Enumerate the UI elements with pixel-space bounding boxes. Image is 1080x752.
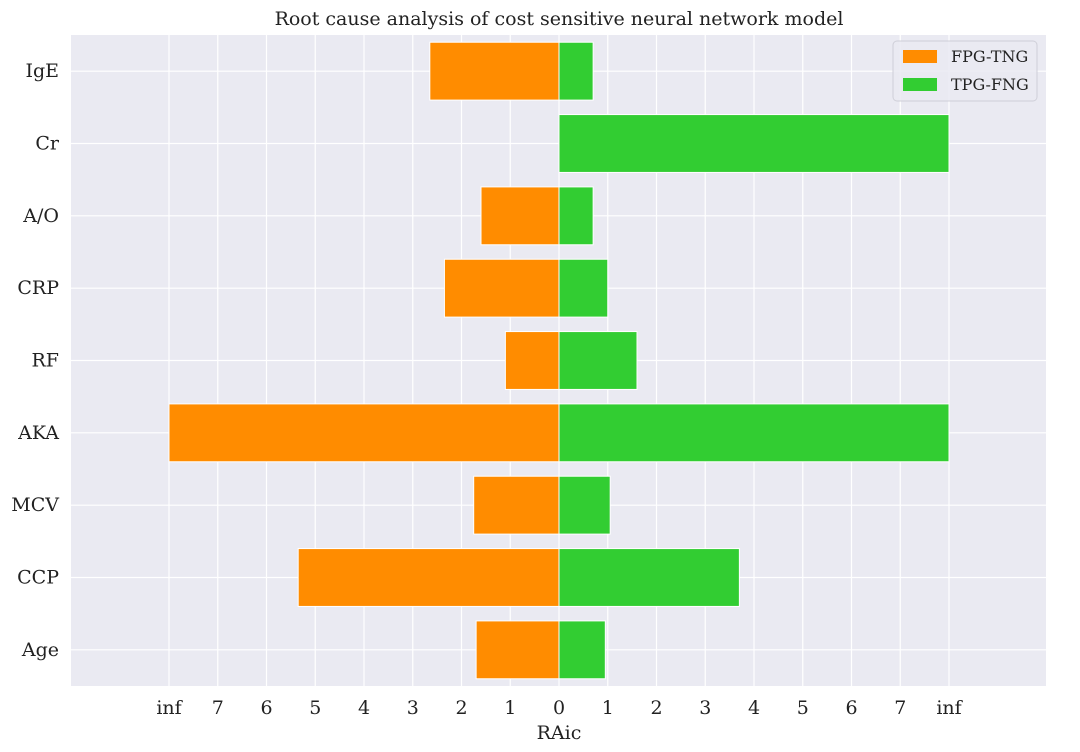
legend-label-tpg-fng: TPG-FNG xyxy=(951,75,1029,94)
bar-fpg-tng-ccp xyxy=(297,548,560,607)
x-tick-label: 1 xyxy=(602,697,614,719)
bar-fpg-tng-a-o xyxy=(480,186,560,246)
y-tick-label: A/O xyxy=(22,205,59,227)
legend-swatch-fpg-tng xyxy=(903,50,937,63)
bar-fpg-tng-aka xyxy=(168,403,560,463)
y-tick-labels: IgE Cr A/O CRP RF AKA MCV CCP Age xyxy=(11,60,60,661)
x-tick-label: 1 xyxy=(504,697,516,719)
x-tick-label: 3 xyxy=(699,697,711,719)
bar-tpg-fng-mcv xyxy=(558,475,611,535)
x-tick-labels: inf 7 6 5 4 3 2 1 0 1 2 3 4 5 6 7 inf xyxy=(156,697,963,719)
x-tick-label: inf xyxy=(156,697,183,719)
bar-fpg-tng-crp xyxy=(443,258,560,318)
bar-tpg-fng-rf xyxy=(558,331,638,390)
y-tick-label: IgE xyxy=(25,60,59,82)
x-tick-label: 7 xyxy=(212,697,224,719)
x-tick-label: 5 xyxy=(309,697,321,719)
x-tick-label: 7 xyxy=(894,697,906,719)
bar-tpg-fng-aka xyxy=(558,403,950,463)
bar-tpg-fng-cr xyxy=(558,114,950,173)
y-tick-label: RF xyxy=(32,350,60,372)
x-axis-label: RAic xyxy=(537,722,582,744)
x-tick-label: 4 xyxy=(748,697,760,719)
y-tick-label: Cr xyxy=(35,133,60,155)
bars xyxy=(168,41,950,680)
bar-fpg-tng-ige xyxy=(429,41,560,101)
x-tick-label: 0 xyxy=(553,697,565,719)
legend-swatch-tpg-fng xyxy=(903,78,937,91)
x-tick-label: 2 xyxy=(650,697,662,719)
bar-tpg-fng-ige xyxy=(558,41,594,101)
x-tick-label: 3 xyxy=(407,697,419,719)
x-tick-label: 6 xyxy=(845,697,857,719)
y-tick-label: Age xyxy=(21,639,59,661)
bar-fpg-tng-age xyxy=(475,620,560,680)
bar-tpg-fng-ccp xyxy=(558,548,740,607)
bar-fpg-tng-mcv xyxy=(473,475,560,535)
y-tick-label: CRP xyxy=(17,277,59,299)
chart-title: Root cause analysis of cost sensitive ne… xyxy=(275,8,844,30)
y-tick-label: AKA xyxy=(17,422,59,444)
x-tick-label: 2 xyxy=(455,697,467,719)
x-tick-label: inf xyxy=(936,697,963,719)
legend-label-fpg-tng: FPG-TNG xyxy=(951,47,1028,66)
x-tick-label: 4 xyxy=(358,697,370,719)
legend: FPG-TNG TPG-FNG xyxy=(892,40,1038,102)
bar-tpg-fng-age xyxy=(558,620,606,680)
x-tick-label: 5 xyxy=(797,697,809,719)
y-tick-label: MCV xyxy=(11,494,59,516)
bar-fpg-tng-rf xyxy=(504,331,560,390)
x-tick-label: 6 xyxy=(260,697,272,719)
bar-tpg-fng-crp xyxy=(558,258,609,318)
y-tick-label: CCP xyxy=(17,567,59,589)
bar-tpg-fng-a-o xyxy=(558,186,594,246)
